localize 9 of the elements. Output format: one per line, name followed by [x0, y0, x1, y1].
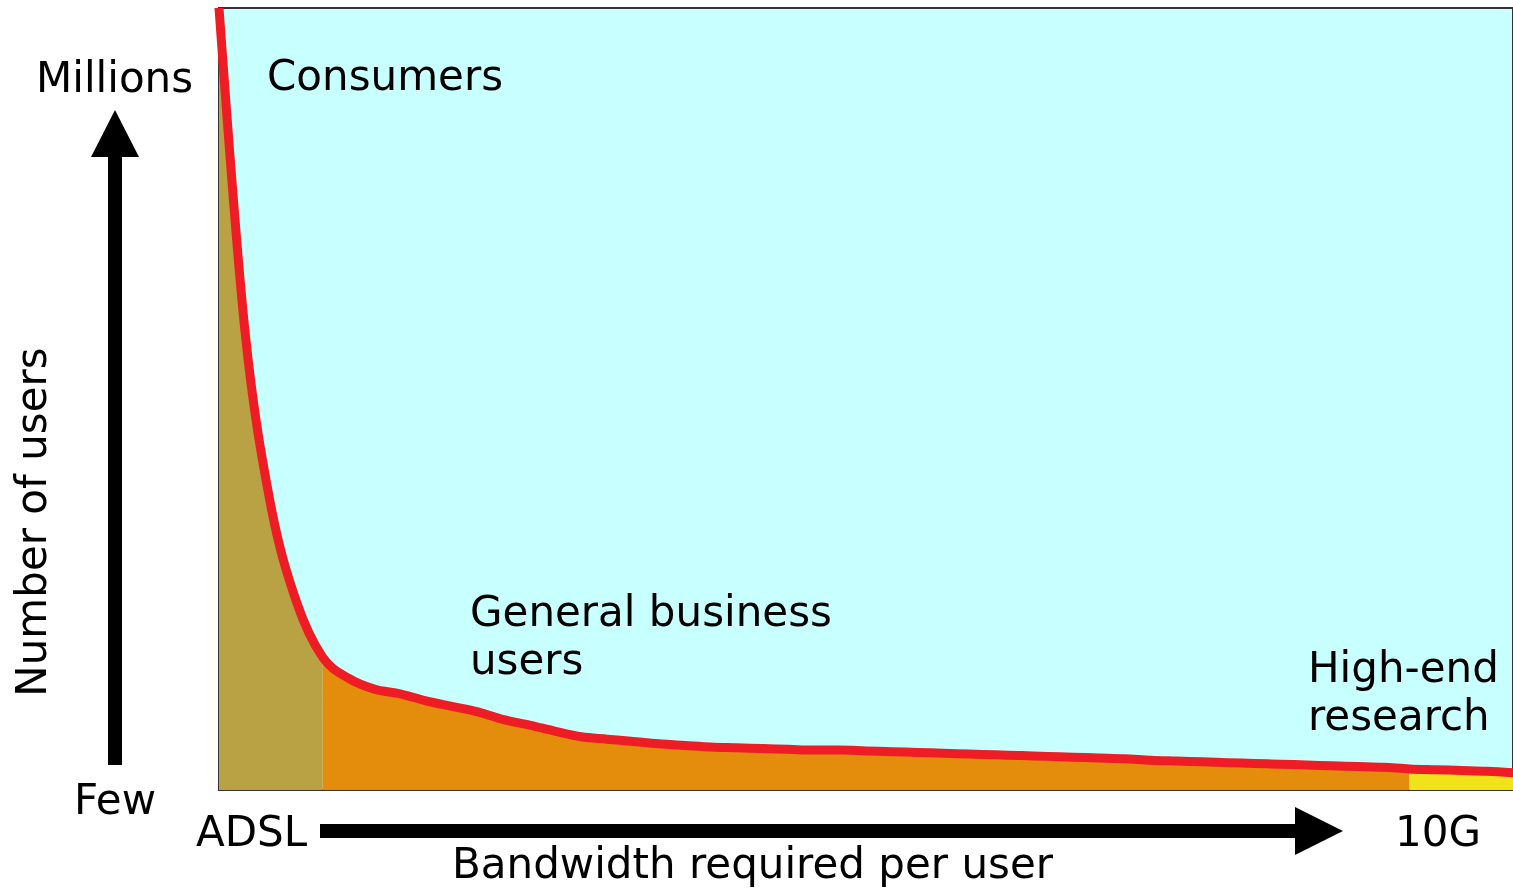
- text: Millions: [36, 53, 194, 102]
- annotation: High-end research: [1308, 643, 1500, 740]
- annotation: General business users: [470, 587, 833, 684]
- text: 10G: [1395, 807, 1481, 856]
- text: Few: [74, 775, 157, 824]
- y-axis-title: Number of users: [7, 347, 56, 697]
- x-axis-title: Bandwidth required per user: [452, 839, 1054, 888]
- annotation: Consumers: [267, 51, 504, 100]
- text: ADSL: [196, 807, 308, 856]
